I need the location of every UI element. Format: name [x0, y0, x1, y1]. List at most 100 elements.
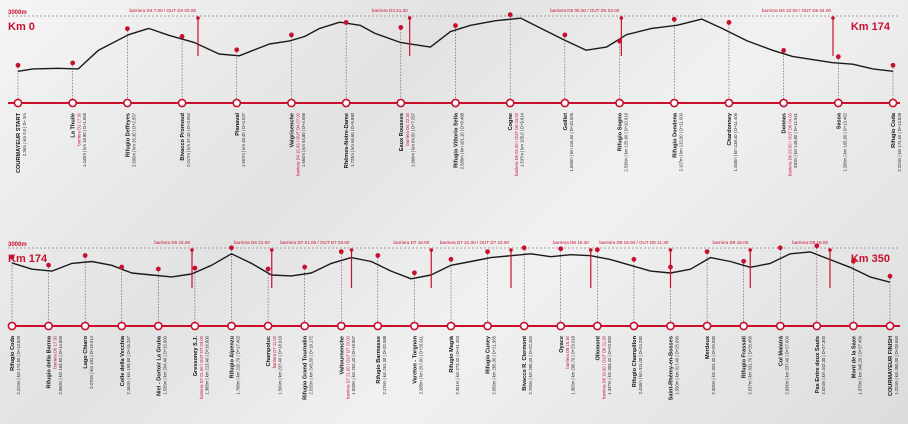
checkpoint-marker [483, 321, 492, 331]
checkpoint-label: Champoluc barriera D7 11.00 1.560m | km 23… [266, 335, 283, 394]
checkpoint-dot [46, 262, 51, 268]
checkpoint-name: La Thuile [71, 113, 77, 138]
checkpoint-name: Champoluc [266, 336, 272, 366]
checkpoint-marker [227, 321, 236, 331]
checkpoint-dot [124, 26, 130, 32]
checkpoint-label: Rifugio Alpenzu 1.788m | km 220,70 | D+17… [230, 335, 241, 394]
checkpoint-dot [289, 32, 294, 38]
checkpoint-detail: 1.535m | km 204,40 | D+15.900 [162, 335, 167, 394]
checkpoint-marker [263, 321, 273, 331]
checkpoint-marker [560, 98, 570, 108]
checkpoint-label: Rifugio Deffeyes 2.500m | km 26,30 | D+2.… [125, 112, 136, 167]
checkpoint-name: Colle della Vecchia [120, 335, 126, 386]
checkpoint-marker [666, 321, 675, 331]
checkpoint-name: COURMAYEUR FINISH [888, 336, 894, 396]
elevation-profile-line [17, 17, 894, 72]
checkpoint-name: Rifugio Coda [891, 112, 897, 148]
checkpoint-dot [229, 245, 234, 251]
checkpoint-label: Merdeux 2.325m | km 324,30 | D+25.930 [705, 335, 716, 395]
checkpoint-marker [629, 321, 639, 331]
checkpoint-detail: 330m | km 148,80 | D+12.541 [793, 112, 798, 168]
checkpoint-name: Sassa [836, 112, 842, 129]
barrier-label: barriera D7 21.00 / OUT D7 23.00 [440, 240, 510, 245]
checkpoint-label: COURMAYEUR FINISH 1.224m | km 350,00 | D+… [888, 335, 899, 396]
barrier-label: barriera D7 01.00 / OUT D7 03.00 [280, 240, 350, 245]
checkpoint-detail: 1.788m | km 220,70 | D+17.462 [236, 335, 241, 394]
checkpoint-marker [7, 321, 17, 331]
checkpoint-label: La Thuile barriera D1 17.30 1.443m | km 18… [71, 112, 88, 167]
checkpoint-detail: barriera D8 15.30 [565, 335, 570, 368]
checkpoint-dot [448, 256, 454, 262]
checkpoint-marker [396, 98, 406, 108]
checkpoint-dot [671, 16, 677, 22]
checkpoint-dot [887, 273, 893, 279]
checkpoint-name: Rifugio Coda [10, 335, 16, 371]
checkpoint-label: Rifugio Dondena 2.107m | km 132,90 | D+11… [672, 112, 683, 171]
checkpoint-detail: barriera D7 21.00 / OUT D7 23.00 [345, 335, 350, 399]
checkpoint-detail: 2.175m | km 261,30 | D+20.588 [382, 335, 387, 394]
checkpoint-name: Rifugio Sogno [618, 112, 624, 151]
barrier-label: barriera D6 21.00 [234, 240, 270, 245]
checkpoint-marker [287, 98, 296, 108]
checkpoint-detail: 2.656m | km 285,30 | D+21.955 [492, 335, 497, 394]
checkpoint-dot [375, 253, 381, 258]
checkpoint-dot [631, 256, 637, 262]
checkpoint-label: Chardonney 1.450m | km 138,40 | D+11.406 [727, 112, 738, 171]
checkpoint-dot [507, 12, 513, 18]
checkpoint-marker [153, 321, 163, 331]
barrier-dot [748, 248, 753, 252]
checkpoint-label: Mont de la Saxe 1.975m | km 346,20 | D+27… [851, 335, 862, 394]
checkpoint-dot [835, 54, 841, 60]
checkpoint-dot [70, 60, 76, 66]
barrier-dot [588, 248, 593, 252]
checkpoint-detail: 1.550m | km 317,40 | D+25.090 [675, 335, 680, 394]
checkpoint-name: COURMAYEUR START [16, 112, 22, 173]
checkpoint-label: Bivacco R. Clermont 2.705m | km 290,40 | … [522, 335, 533, 394]
checkpoint-label: Colle della Vecchia 2.184m | km 193,50 | … [120, 335, 131, 395]
reference-line-label: 3000m [8, 242, 27, 248]
checkpoint-name: Saint-Rhémy-en-Bosses [669, 336, 675, 400]
checkpoint-name: Merdeux [705, 335, 711, 359]
checkpoint-label: Rifugio Sogno 2.536m | km 125,90 | D+10.9… [618, 112, 629, 171]
checkpoint-name: Rifugio Grand Tournalin [303, 335, 309, 399]
checkpoint-label: Valtournenche barriera D7 21.00 / OUT D7 … [339, 335, 356, 399]
checkpoint-marker [833, 98, 843, 108]
checkpoint-detail: 2.705m | km 290,40 | D+22.452 [528, 335, 533, 394]
checkpoint-label: COURMAYEUR START 2.2km | km 0.0 | D+ 0m [16, 112, 27, 173]
checkpoint-dot [521, 245, 527, 251]
checkpoint-dot [594, 247, 600, 253]
barrier-dot [509, 248, 513, 252]
checkpoint-detail: barriera D7 01.00 / OUT D7 03.00 [199, 335, 204, 399]
km-start-label: Km 174 [8, 253, 48, 265]
checkpoint-dot [155, 266, 161, 272]
checkpoint-name: Bivacco Promoud [180, 112, 186, 160]
checkpoint-label: Sassa 1.296m | km 165,90 | D+13.462 [836, 112, 847, 172]
checkpoint-name: Pas Entre deux Sauts [815, 336, 821, 393]
checkpoint-label: Rifugio Coda 2.224m | km 174,50 | D+13.82… [10, 335, 21, 395]
checkpoint-dot [704, 249, 710, 255]
checkpoint-label: Vareton - Torgnon 2.385m | km 267,00 | D+… [412, 335, 423, 394]
checkpoint-marker [775, 321, 785, 331]
checkpoint-dot [558, 246, 564, 252]
checkpoint-dot [343, 20, 349, 25]
checkpoint-marker [44, 321, 53, 331]
checkpoint-name: Rifugio Champillon [632, 335, 638, 387]
barrier-label: barriera D4 21.30 [372, 8, 408, 13]
checkpoint-detail: barriera D1 17.30 [77, 112, 82, 145]
checkpoint-dot [741, 258, 747, 264]
checkpoint-label: Rifugio Cuney 2.656m | km 285,30 | D+21.9… [486, 335, 497, 395]
reference-line-label: 3000m [8, 10, 27, 16]
km-end-label: Km 174 [851, 21, 891, 33]
checkpoint-detail: 2.536m | km 125,90 | D+10.919 [624, 112, 629, 171]
checkpoint-dot [179, 34, 185, 39]
checkpoint-name: Vareton - Torgnon [412, 335, 418, 383]
checkpoint-dot [726, 20, 732, 25]
barrier-dot [190, 248, 194, 252]
checkpoint-name: Planaval [235, 113, 241, 136]
checkpoint-label: Rifugio Barmasse 2.175m | km 261,30 | D+2… [376, 335, 387, 394]
km-end-label: Km 350 [851, 253, 890, 265]
checkpoint-marker [13, 98, 23, 108]
checkpoint-marker [177, 98, 187, 108]
checkpoint-dot [398, 25, 404, 30]
checkpoint-marker [341, 98, 351, 108]
